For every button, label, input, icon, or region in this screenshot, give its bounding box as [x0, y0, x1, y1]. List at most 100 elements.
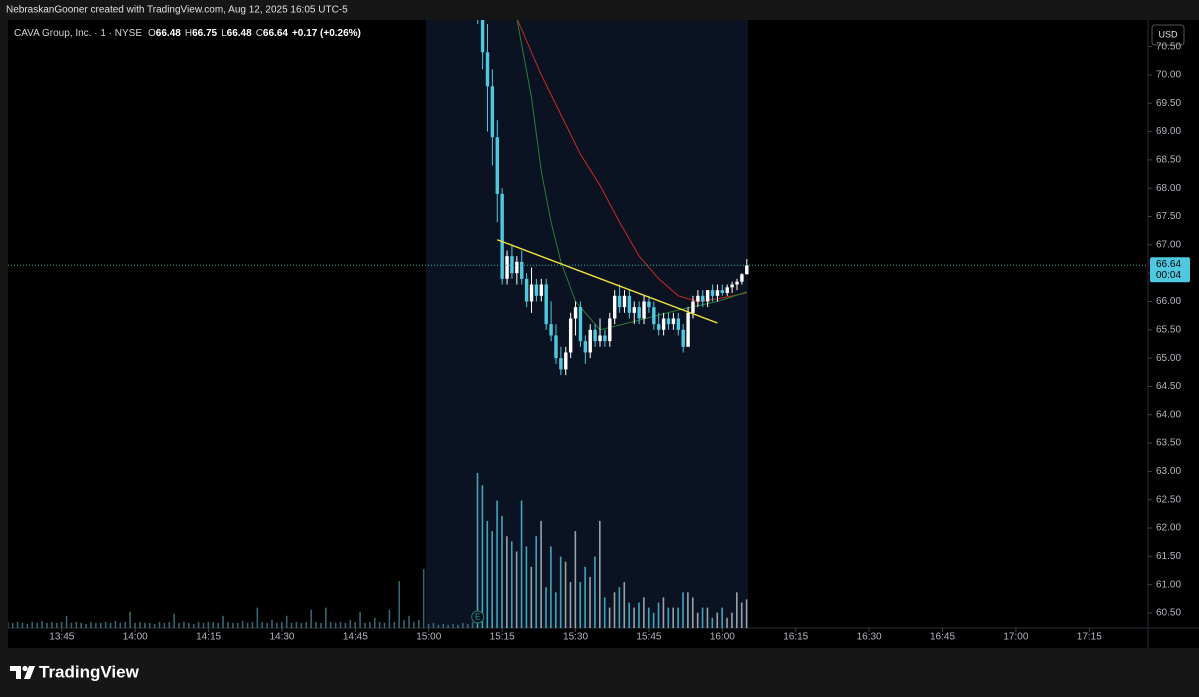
trendline	[497, 239, 718, 324]
candle-body	[539, 284, 544, 296]
volume-bar	[403, 619, 405, 628]
volume-bar	[417, 619, 420, 628]
volume-bar	[540, 520, 542, 628]
volume-bar	[305, 621, 308, 628]
session-highlight	[426, 20, 748, 628]
x-tick-label: 16:30	[857, 632, 882, 643]
candle-body	[735, 281, 739, 285]
volume-bar	[261, 621, 264, 628]
volume-bar	[80, 622, 82, 628]
y-tick-label: 65.00	[1156, 353, 1181, 364]
candle-body	[666, 318, 671, 325]
volume-bar	[706, 607, 709, 628]
volume-bar	[408, 615, 410, 628]
volume-bar	[554, 592, 557, 628]
volume-bar	[413, 621, 415, 628]
volume-bar	[603, 597, 606, 628]
candle-body	[730, 284, 734, 288]
volume-bar	[427, 623, 430, 628]
volume-bar	[41, 620, 43, 628]
volume-bar	[143, 622, 146, 628]
earnings-badge-label: E	[475, 613, 480, 622]
volume-bar	[217, 622, 219, 628]
ohlc-label: O	[148, 28, 156, 39]
volume-bar	[173, 613, 175, 628]
volume-bar	[124, 621, 127, 628]
volume-bar	[315, 621, 317, 628]
y-tick-label: 63.00	[1156, 466, 1181, 477]
earnings-badge	[471, 610, 485, 624]
change: +0.17 (+0.26%)	[292, 28, 361, 39]
candle-body	[544, 284, 548, 325]
volume-bar	[95, 622, 97, 628]
candle-body	[676, 318, 681, 330]
candle-body	[715, 290, 720, 296]
volume-bar	[290, 622, 293, 628]
volume-bar	[236, 622, 239, 628]
plot	[8, 20, 749, 628]
volume-bar	[711, 617, 714, 628]
volume-bar	[280, 621, 283, 628]
volume-bar	[466, 623, 469, 628]
volume-bar	[550, 546, 552, 628]
volume-bar	[447, 624, 449, 628]
volume-bar	[227, 621, 229, 628]
candle-body	[701, 295, 705, 302]
volume-bar	[652, 612, 655, 628]
candle-body	[559, 358, 563, 370]
price-tag-countdown: 00:04	[1156, 270, 1181, 281]
volume-bar	[11, 622, 14, 628]
volume-bar	[491, 531, 493, 628]
volume-bar	[662, 597, 665, 628]
x-tick-label: 14:30	[269, 632, 294, 643]
y-tick-label: 69.00	[1156, 126, 1181, 137]
volume-bar	[241, 620, 244, 628]
volume-bar	[246, 622, 249, 628]
volume-bar	[432, 622, 435, 628]
candle-body	[681, 329, 685, 347]
volume-bar	[745, 599, 748, 628]
volume-bar	[701, 607, 704, 628]
volume-bar	[339, 621, 342, 628]
candle-body	[598, 335, 602, 342]
y-tick-label: 61.50	[1156, 551, 1181, 562]
y-tick-label: 60.50	[1156, 608, 1181, 619]
volume-bar	[716, 612, 719, 628]
volume-bar	[188, 622, 190, 628]
volume-bar	[535, 536, 538, 628]
x-tick-label: 14:15	[196, 632, 221, 643]
volume-bar	[476, 473, 479, 628]
candle-body	[524, 278, 529, 302]
candle-body	[705, 290, 710, 302]
volume-bar	[647, 607, 650, 628]
ohlc-label: L	[221, 28, 227, 39]
x-tick-label: 17:15	[1077, 632, 1102, 643]
volume-bar	[398, 581, 401, 628]
volume-bar	[99, 622, 102, 628]
volume-bar	[256, 607, 259, 628]
volume-bar	[325, 607, 327, 628]
candle-body	[642, 301, 646, 319]
price-tag-value: 66.64	[1156, 259, 1181, 270]
volume-bar	[295, 621, 298, 628]
volume-bar	[657, 602, 660, 628]
volume-bar	[183, 621, 185, 628]
y-tick-label: 67.50	[1156, 211, 1181, 222]
volume-bar	[276, 622, 278, 628]
currency-box[interactable]	[1151, 24, 1185, 46]
volume-bar	[202, 622, 205, 628]
volume-bar	[452, 623, 454, 628]
volume-bar	[85, 623, 87, 628]
y-tick-label: 61.00	[1156, 579, 1181, 590]
volume-bar	[373, 617, 376, 628]
volume-bar	[564, 561, 567, 628]
x-tick-label: 17:00	[1003, 632, 1028, 643]
currency[interactable]: USD	[1158, 29, 1178, 39]
y-tick-label: 68.00	[1156, 183, 1181, 194]
volume-bar	[334, 622, 337, 628]
volume-bar	[26, 623, 29, 628]
volume-bar	[628, 602, 630, 628]
volume-bar	[51, 621, 53, 628]
volume-bar	[506, 536, 508, 628]
